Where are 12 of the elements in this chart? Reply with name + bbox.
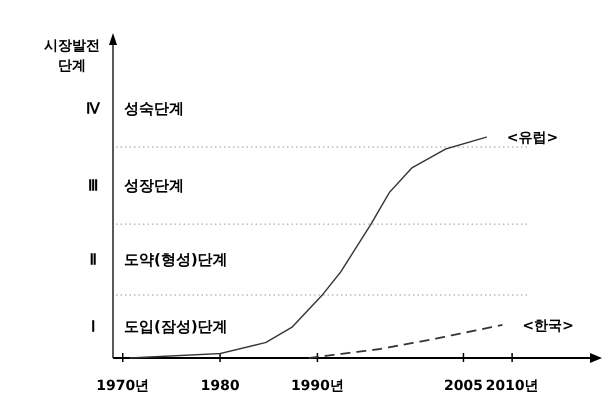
text: Ⅳ 성숙단계: [86, 99, 184, 118]
text: Ⅱ 도약(형성)단계: [90, 250, 228, 269]
x-tick-label: 1990년: [290, 378, 344, 394]
y-axis-title: 시장발전 단계: [44, 38, 100, 74]
text: Ⅲ 성장단계: [88, 176, 184, 195]
x-tick-label: 1970년: [96, 378, 150, 394]
series-label: <한국>: [522, 318, 574, 334]
text: Ⅰ 도입(잠성)단계: [91, 318, 228, 336]
x-tick-label: 2010년: [486, 378, 539, 394]
x-tick-label: 2005: [444, 378, 483, 394]
x-tick-label: 1980: [200, 378, 240, 394]
series-label: <유럽>: [506, 130, 558, 146]
